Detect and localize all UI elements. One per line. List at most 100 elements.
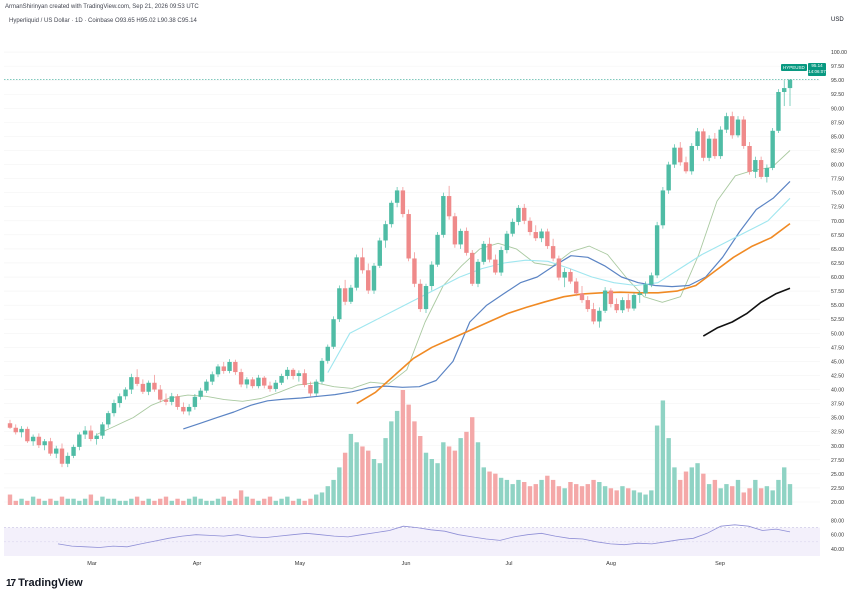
volume-bar bbox=[7, 494, 13, 505]
candle-body bbox=[175, 396, 180, 407]
candle-body bbox=[117, 396, 122, 404]
candle-body bbox=[758, 160, 764, 177]
candle-body bbox=[435, 234, 440, 265]
volume-bar bbox=[412, 421, 417, 505]
candle-body bbox=[695, 131, 700, 146]
volume-bar bbox=[25, 500, 30, 505]
currency-label[interactable]: USD bbox=[831, 17, 844, 23]
candle-body bbox=[631, 295, 637, 309]
volume-bar bbox=[221, 496, 226, 505]
volume-bar bbox=[660, 400, 666, 505]
candle-body bbox=[776, 91, 781, 131]
y-tick-label: 72.50 bbox=[831, 205, 844, 211]
candle-body bbox=[354, 257, 359, 288]
candle-body bbox=[747, 145, 752, 172]
volume-bar bbox=[683, 471, 689, 505]
volume-bar bbox=[77, 500, 82, 505]
volume-bar bbox=[215, 498, 221, 505]
candle-body bbox=[129, 377, 134, 390]
volume-bar bbox=[470, 417, 475, 505]
candle-body bbox=[204, 381, 209, 391]
volume-bar bbox=[181, 500, 186, 505]
volume-bar bbox=[383, 438, 388, 505]
volume-bar bbox=[626, 488, 631, 505]
volume-bar bbox=[42, 500, 47, 505]
ma-orange-line bbox=[356, 222, 791, 405]
candle-body bbox=[545, 231, 550, 247]
rsi-pane bbox=[4, 524, 820, 556]
volume-bar bbox=[522, 482, 527, 505]
candle-body bbox=[764, 167, 770, 177]
tradingview-logo[interactable]: 17 TradingView bbox=[6, 577, 83, 589]
volume-bar bbox=[238, 490, 244, 505]
volume-bar bbox=[487, 471, 492, 505]
ma-black-line bbox=[702, 287, 791, 337]
ohlc-values: O93.65 H95.02 L90.38 C95.14 bbox=[115, 18, 197, 24]
candle-body bbox=[290, 369, 296, 377]
month-label: Aug bbox=[606, 561, 616, 567]
candle-body bbox=[7, 423, 13, 428]
volume-bar bbox=[550, 479, 556, 505]
volume-bar bbox=[718, 488, 723, 505]
volume-bar bbox=[290, 500, 296, 505]
volume-bar bbox=[146, 498, 151, 505]
last-price-tag: 95.14 14:06:07 bbox=[808, 63, 826, 76]
volume-bar bbox=[770, 490, 775, 505]
candle-body bbox=[400, 190, 406, 215]
volume-bar bbox=[94, 500, 99, 505]
tradingview-wordmark: TradingView bbox=[18, 577, 83, 589]
volume-bar bbox=[227, 500, 232, 505]
volume-bar bbox=[787, 484, 793, 505]
candle-body bbox=[371, 265, 377, 291]
candle-body bbox=[487, 243, 492, 260]
volume-bar bbox=[158, 498, 163, 505]
volume-bar bbox=[59, 496, 65, 505]
candle-body bbox=[689, 145, 694, 172]
y-tick-label: 35.00 bbox=[831, 416, 844, 422]
candle-body bbox=[441, 196, 446, 235]
volume-bars bbox=[7, 390, 793, 505]
candle-body bbox=[314, 381, 319, 394]
price-axis[interactable]: 100.00 97.50 95.00 92.50 90.00 87.50 85.00 82.5… bbox=[831, 50, 847, 553]
candle-body bbox=[579, 293, 585, 301]
candle-body bbox=[106, 413, 111, 425]
volume-bar bbox=[533, 484, 538, 505]
candle-body bbox=[418, 283, 423, 310]
candle-body bbox=[470, 252, 475, 284]
volume-bar bbox=[117, 500, 122, 505]
candle-body bbox=[82, 430, 88, 435]
candle-body bbox=[672, 147, 677, 165]
time-axis[interactable]: Mar Apr May Jun Jul Aug Sep bbox=[87, 561, 725, 567]
grid-lines bbox=[4, 51, 820, 503]
symbol-name[interactable]: Hyperliquid / US Dollar · 1D · Coinbase bbox=[9, 18, 114, 24]
volume-bar bbox=[256, 500, 261, 505]
rsi-line bbox=[57, 524, 791, 548]
volume-bar bbox=[666, 438, 671, 505]
volume-bar bbox=[730, 486, 735, 505]
candle-body bbox=[366, 270, 371, 291]
volume-bar bbox=[377, 463, 382, 505]
volume-bar bbox=[701, 473, 706, 505]
candle-body bbox=[741, 119, 746, 146]
volume-bar bbox=[441, 442, 446, 505]
volume-bar bbox=[654, 425, 660, 505]
volume-bar bbox=[568, 482, 573, 505]
month-label: Jul bbox=[505, 561, 512, 567]
volume-bar bbox=[129, 498, 134, 505]
volume-bar bbox=[360, 446, 365, 505]
y-tick-label: 42.50 bbox=[831, 373, 844, 379]
candle-body bbox=[302, 373, 307, 386]
candle-body bbox=[712, 138, 718, 157]
symbol-price-tag: HYPEUSD bbox=[781, 64, 807, 71]
volume-bar bbox=[446, 446, 452, 505]
candle-body bbox=[325, 346, 330, 361]
candle-body bbox=[660, 190, 666, 226]
y-tick-label: 62.50 bbox=[831, 261, 844, 267]
volume-bar bbox=[123, 500, 128, 505]
volume-bar bbox=[198, 498, 203, 505]
volume-bar bbox=[348, 433, 354, 505]
volume-bar bbox=[233, 498, 238, 505]
volume-bar bbox=[400, 390, 406, 505]
y-tick-label: 82.50 bbox=[831, 148, 844, 154]
